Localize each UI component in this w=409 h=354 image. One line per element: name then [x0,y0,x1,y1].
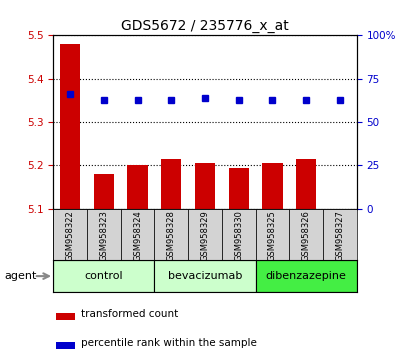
Bar [194,163,215,209]
Bar [255,209,289,260]
Text: GSM958330: GSM958330 [234,210,243,261]
Text: GSM958326: GSM958326 [301,210,310,261]
Text: GSM958324: GSM958324 [133,210,142,261]
Text: percentile rank within the sample: percentile rank within the sample [81,338,256,348]
Text: GSM958323: GSM958323 [99,210,108,261]
Bar [289,209,322,260]
Bar [53,260,154,292]
Bar [120,209,154,260]
Bar [56,313,74,320]
Bar [221,209,255,260]
Text: agent: agent [4,271,36,281]
Bar [228,168,248,209]
Bar [60,44,80,209]
Text: GSM958322: GSM958322 [65,210,74,261]
Bar [322,209,356,260]
Bar [161,159,181,209]
Text: GSM958327: GSM958327 [335,210,344,261]
Bar [53,209,87,260]
Title: GDS5672 / 235776_x_at: GDS5672 / 235776_x_at [121,19,288,33]
Text: transformed count: transformed count [81,309,178,319]
Bar [295,159,315,209]
Bar [94,174,114,209]
Text: GSM958329: GSM958329 [200,210,209,261]
Bar [127,165,147,209]
Text: dibenzazepine: dibenzazepine [265,271,346,281]
Bar [255,260,356,292]
Text: bevacizumab: bevacizumab [167,271,242,281]
Text: control: control [84,271,123,281]
Text: GSM958328: GSM958328 [166,210,175,261]
Bar [188,209,221,260]
Bar [87,209,120,260]
Bar [262,163,282,209]
Bar [56,342,74,349]
Bar [154,260,255,292]
Bar [154,209,188,260]
Text: GSM958325: GSM958325 [267,210,276,261]
